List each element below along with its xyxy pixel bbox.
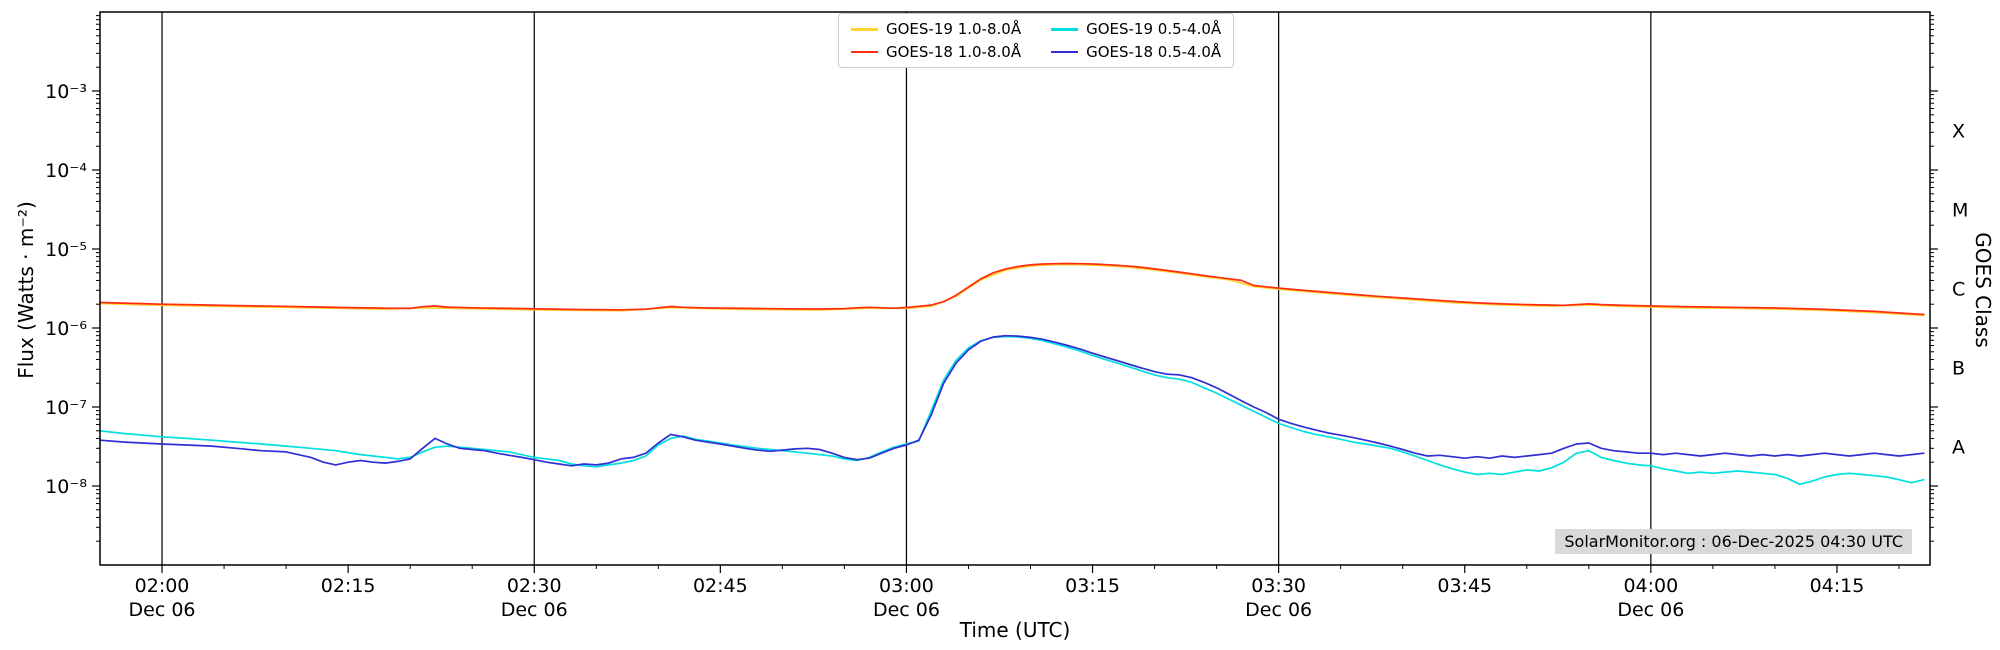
legend-swatch-goes18-short-icon — [1051, 50, 1079, 53]
y-tick-label: 10⁻³ — [45, 81, 87, 103]
watermark: SolarMonitor.org : 06-Dec-2025 04:30 UTC — [1555, 529, 1912, 554]
x-tick-label: 04:15 — [1810, 575, 1865, 597]
y-axis-label: Flux (Watts · m⁻²) — [14, 201, 38, 379]
y-tick-label: 10⁻⁵ — [45, 239, 87, 261]
legend-label-goes18-short: GOES-18 0.5-4.0Å — [1086, 42, 1222, 61]
series-line-goes18-short — [99, 334, 1925, 467]
goes-class-label-x: X — [1952, 121, 1965, 143]
legend-item-goes18-long: GOES-18 1.0-8.0Å — [851, 42, 1022, 61]
x-tick-label: 02:15 — [321, 575, 376, 597]
x-tick-label: 02:30 — [507, 575, 562, 597]
x-tick-label: 03:15 — [1065, 575, 1120, 597]
x-tick-label: 03:45 — [1437, 575, 1492, 597]
goes-class-label-c: C — [1952, 279, 1965, 301]
y-tick-label: 10⁻⁴ — [45, 160, 87, 182]
x-axis-label: Time (UTC) — [959, 618, 1071, 642]
legend-swatch-goes19-short-icon — [1051, 28, 1079, 31]
goes-class-label-m: M — [1952, 200, 1968, 222]
x-tick-label: 04:00 — [1623, 575, 1678, 597]
y-tick-label: 10⁻⁶ — [45, 318, 87, 340]
x-tick-label: 02:45 — [693, 575, 748, 597]
y-tick-label: 10⁻⁸ — [45, 476, 87, 498]
legend-item-goes19-long: GOES-19 1.0-8.0Å — [851, 21, 1021, 38]
legend-label-goes19-short: GOES-19 0.5-4.0Å — [1086, 20, 1222, 38]
x-tick-label: 03:30 — [1251, 575, 1306, 597]
x-tick-label: 02:00 — [135, 575, 190, 597]
legend-label-goes19-long: GOES-19 1.0-8.0Å — [886, 20, 1022, 38]
legend: GOES-19 1.0-8.0Å GOES-19 0.5-4.0Å GOES-1… — [838, 13, 1235, 68]
plot-frame — [99, 11, 1931, 566]
series-line-goes19-short — [99, 335, 1925, 486]
right-axis-label: GOES Class — [1971, 232, 1995, 348]
x-date-label: Dec 06 — [1617, 599, 1684, 621]
x-date-label: Dec 06 — [1245, 599, 1312, 621]
y-tick-label: 10⁻⁷ — [45, 397, 87, 419]
legend-swatch-goes18-long-icon — [851, 50, 878, 53]
legend-item-goes18-short: GOES-18 0.5-4.0Å — [1051, 42, 1222, 61]
x-tick-label: 03:00 — [879, 575, 934, 597]
x-date-label: Dec 06 — [129, 599, 196, 621]
legend-swatch-goes19-long-icon — [851, 28, 878, 31]
legend-label-goes18-long: GOES-18 1.0-8.0Å — [886, 42, 1022, 61]
x-date-label: Dec 06 — [501, 599, 568, 621]
goes-class-label-a: A — [1952, 437, 1965, 459]
series-line-goes18-long — [99, 262, 1925, 316]
legend-item-goes19-short: GOES-19 0.5-4.0Å — [1051, 21, 1221, 38]
goes-class-label-b: B — [1952, 358, 1965, 380]
x-date-label: Dec 06 — [873, 599, 940, 621]
